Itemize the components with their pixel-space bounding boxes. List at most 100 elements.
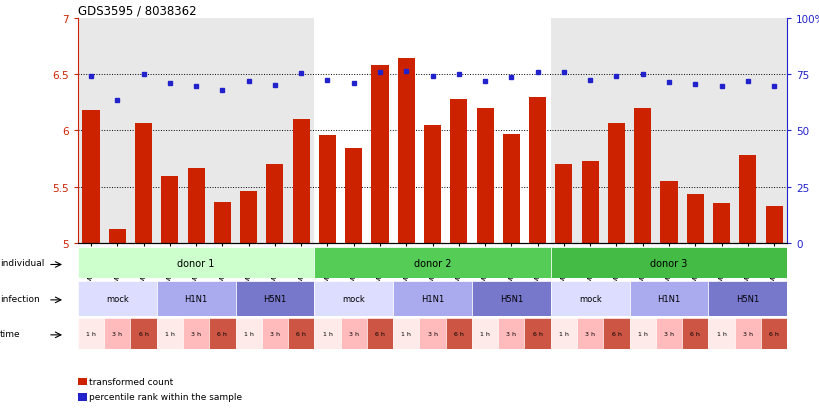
- Bar: [498, 318, 524, 349]
- Bar: [734, 318, 760, 349]
- Bar: [577, 318, 603, 349]
- Bar: [214, 202, 231, 244]
- Text: H5N1: H5N1: [735, 294, 758, 303]
- Bar: [314, 318, 340, 349]
- Bar: [156, 281, 235, 316]
- Bar: [472, 281, 550, 316]
- Bar: [371, 66, 388, 244]
- Text: H1N1: H1N1: [184, 294, 207, 303]
- Bar: [392, 318, 419, 349]
- Bar: [314, 248, 550, 279]
- Text: percentile rank within the sample: percentile rank within the sample: [88, 392, 242, 401]
- Bar: [261, 318, 287, 349]
- Text: 3 h: 3 h: [663, 331, 673, 336]
- Text: 1 h: 1 h: [480, 331, 490, 336]
- Text: mock: mock: [578, 294, 601, 303]
- Bar: [78, 281, 156, 316]
- Text: 3 h: 3 h: [427, 331, 437, 336]
- Bar: [78, 318, 104, 349]
- Bar: [130, 318, 156, 349]
- Text: 6 h: 6 h: [768, 331, 778, 336]
- Text: 1 h: 1 h: [86, 331, 96, 336]
- Text: 6 h: 6 h: [138, 331, 148, 336]
- Bar: [314, 281, 392, 316]
- Bar: [659, 182, 676, 244]
- Text: transformed count: transformed count: [88, 377, 173, 386]
- Bar: [765, 206, 781, 244]
- Text: 1 h: 1 h: [322, 331, 332, 336]
- Bar: [240, 192, 257, 244]
- Bar: [550, 281, 629, 316]
- Bar: [235, 318, 261, 349]
- Bar: [633, 109, 650, 244]
- Bar: [78, 394, 87, 401]
- Bar: [524, 318, 550, 349]
- Text: 3 h: 3 h: [112, 331, 122, 336]
- Text: 3 h: 3 h: [269, 331, 279, 336]
- Text: time: time: [0, 329, 20, 338]
- Text: H1N1: H1N1: [657, 294, 680, 303]
- Bar: [472, 318, 498, 349]
- Bar: [78, 378, 87, 385]
- Bar: [83, 111, 99, 244]
- Text: 6 h: 6 h: [217, 331, 227, 336]
- Text: GDS3595 / 8038362: GDS3595 / 8038362: [78, 5, 197, 17]
- Bar: [156, 318, 183, 349]
- Bar: [550, 19, 786, 244]
- Text: 6 h: 6 h: [690, 331, 699, 336]
- Bar: [550, 318, 577, 349]
- Text: 6 h: 6 h: [611, 331, 621, 336]
- Bar: [109, 229, 125, 244]
- Text: 3 h: 3 h: [742, 331, 752, 336]
- Bar: [686, 194, 703, 244]
- Text: 3 h: 3 h: [585, 331, 595, 336]
- Text: 1 h: 1 h: [165, 331, 174, 336]
- Bar: [78, 248, 314, 279]
- Text: 3 h: 3 h: [348, 331, 358, 336]
- Bar: [78, 19, 314, 244]
- Text: infection: infection: [0, 294, 39, 303]
- Text: 1 h: 1 h: [716, 331, 726, 336]
- Bar: [319, 135, 336, 244]
- Bar: [603, 318, 629, 349]
- Text: 6 h: 6 h: [454, 331, 464, 336]
- Bar: [629, 318, 655, 349]
- Text: donor 3: donor 3: [649, 258, 687, 268]
- Bar: [739, 156, 755, 244]
- Bar: [209, 318, 235, 349]
- Bar: [340, 318, 366, 349]
- Bar: [550, 248, 786, 279]
- Bar: [607, 123, 624, 244]
- Text: 1 h: 1 h: [559, 331, 568, 336]
- Bar: [366, 318, 392, 349]
- Bar: [104, 318, 130, 349]
- Bar: [581, 161, 598, 244]
- Bar: [188, 168, 205, 244]
- Bar: [502, 135, 519, 244]
- Text: mock: mock: [342, 294, 364, 303]
- Bar: [419, 318, 446, 349]
- Bar: [446, 318, 472, 349]
- Bar: [292, 120, 310, 244]
- Text: H5N1: H5N1: [263, 294, 286, 303]
- Text: H5N1: H5N1: [499, 294, 523, 303]
- Text: 6 h: 6 h: [296, 331, 305, 336]
- Text: 1 h: 1 h: [400, 331, 410, 336]
- Bar: [161, 176, 179, 244]
- Bar: [681, 318, 708, 349]
- Bar: [528, 97, 545, 244]
- Text: individual: individual: [0, 259, 44, 268]
- Bar: [712, 203, 729, 244]
- Bar: [708, 318, 734, 349]
- Bar: [287, 318, 314, 349]
- Bar: [266, 165, 283, 244]
- Text: 1 h: 1 h: [637, 331, 647, 336]
- Text: H1N1: H1N1: [420, 294, 444, 303]
- Bar: [423, 126, 441, 244]
- Bar: [135, 123, 152, 244]
- Bar: [450, 100, 467, 244]
- Bar: [314, 19, 550, 244]
- Bar: [760, 318, 786, 349]
- Text: 3 h: 3 h: [506, 331, 516, 336]
- Bar: [476, 109, 493, 244]
